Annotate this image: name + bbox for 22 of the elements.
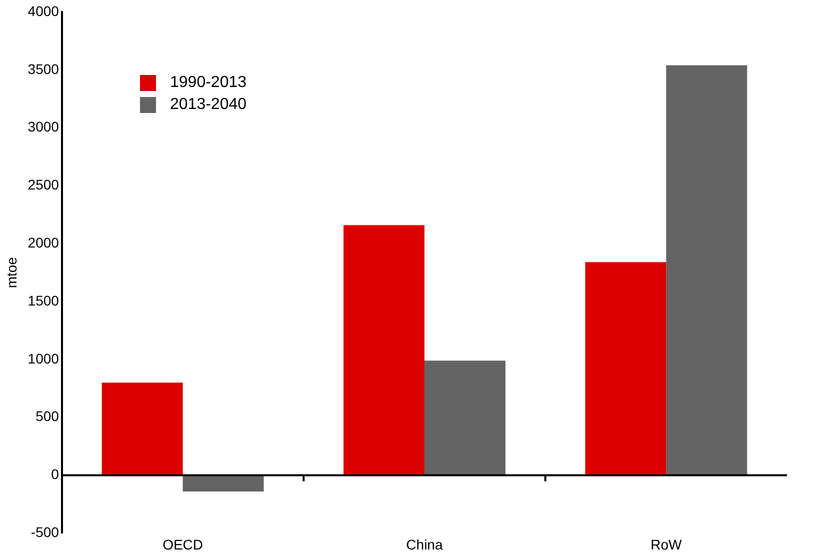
y-tick-label: 1000 [28,350,60,366]
y-tick-label: 2500 [28,176,60,193]
bar [666,65,748,476]
y-tick-label: 3000 [28,118,60,135]
legend-label: 2013-2040 [170,96,247,114]
y-tick-label: -500 [30,524,60,540]
bar [182,475,264,492]
x-tick-label: RoW [650,536,682,552]
bar [424,360,506,476]
y-tick-label: 2000 [28,234,60,251]
y-axis-title: mtoe [3,256,20,288]
bar [585,262,666,476]
y-tick-label: 3500 [28,60,60,77]
y-tick-label: 0 [51,466,60,482]
x-tick-label: OECD [162,536,204,552]
x-tick-label: China [406,536,443,552]
bar [102,382,183,476]
y-tick-label: 4000 [28,2,60,19]
y-tick-label: 500 [36,408,60,424]
legend-label: 1990-2013 [170,74,247,92]
y-tick-label: 1500 [28,292,60,308]
bar [344,225,424,476]
